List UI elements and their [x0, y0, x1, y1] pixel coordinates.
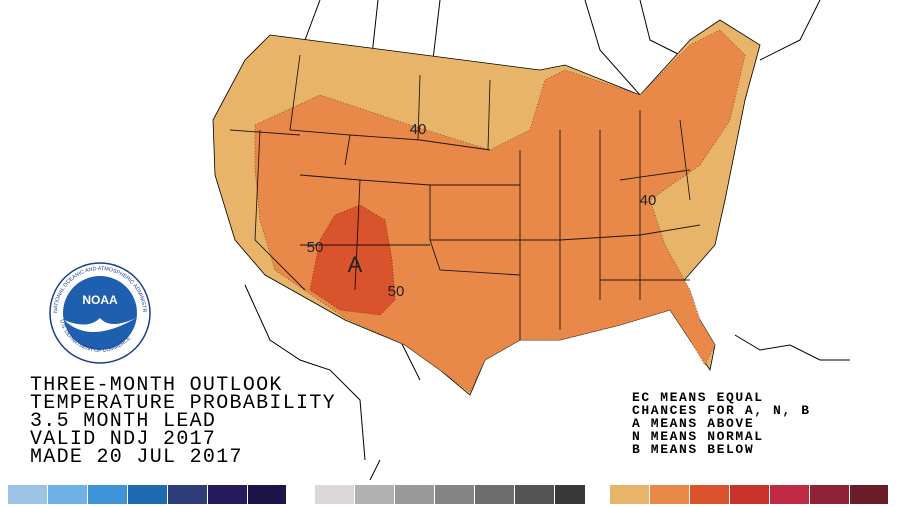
title-line: 3.5 MONTH LEAD: [30, 410, 216, 433]
state-lines: [229, 54, 701, 340]
noaa-logo: NATIONAL OCEANIC AND ATMOSPHERIC ADMINIS…: [0, 0, 151, 364]
svg-text:NATIONAL OCEANIC AND ATMOSPHER: NATIONAL OCEANIC AND ATMOSPHERIC ADMINIS…: [0, 0, 147, 313]
legend: EC MEANS EQUAL CHANCES FOR A, N, B A MEA…: [632, 390, 811, 457]
legend-line: EC MEANS EQUAL: [632, 390, 764, 405]
title-line: MADE 20 JUL 2017: [30, 446, 243, 469]
color-bar: [8, 485, 888, 504]
legend-line: CHANCES FOR A, N, B: [632, 403, 811, 418]
contour-label: 50: [388, 283, 405, 300]
contour-label: 40: [410, 121, 427, 138]
contour-label: 40: [640, 192, 657, 209]
logo-name: NOAA: [82, 293, 118, 307]
legend-line: A MEANS ABOVE: [632, 416, 754, 431]
legend-line: B MEANS BELOW: [632, 442, 754, 457]
title-line: THREE-MONTH OUTLOOK: [30, 374, 283, 397]
title-line: VALID NDJ 2017: [30, 428, 216, 451]
contour-label: 50: [307, 239, 324, 256]
border-lines: [244, 0, 850, 481]
title-line: TEMPERATURE PROBABILITY: [30, 392, 336, 415]
title-block: THREE-MONTH OUTLOOK TEMPERATURE PROBABIL…: [30, 374, 336, 469]
center-label: A: [348, 252, 363, 277]
above-50-60: [309, 204, 396, 316]
legend-line: N MEANS NORMAL: [632, 429, 764, 444]
logo-ring-text: NATIONAL OCEANIC AND ATMOSPHERIC ADMINIS…: [0, 0, 147, 313]
